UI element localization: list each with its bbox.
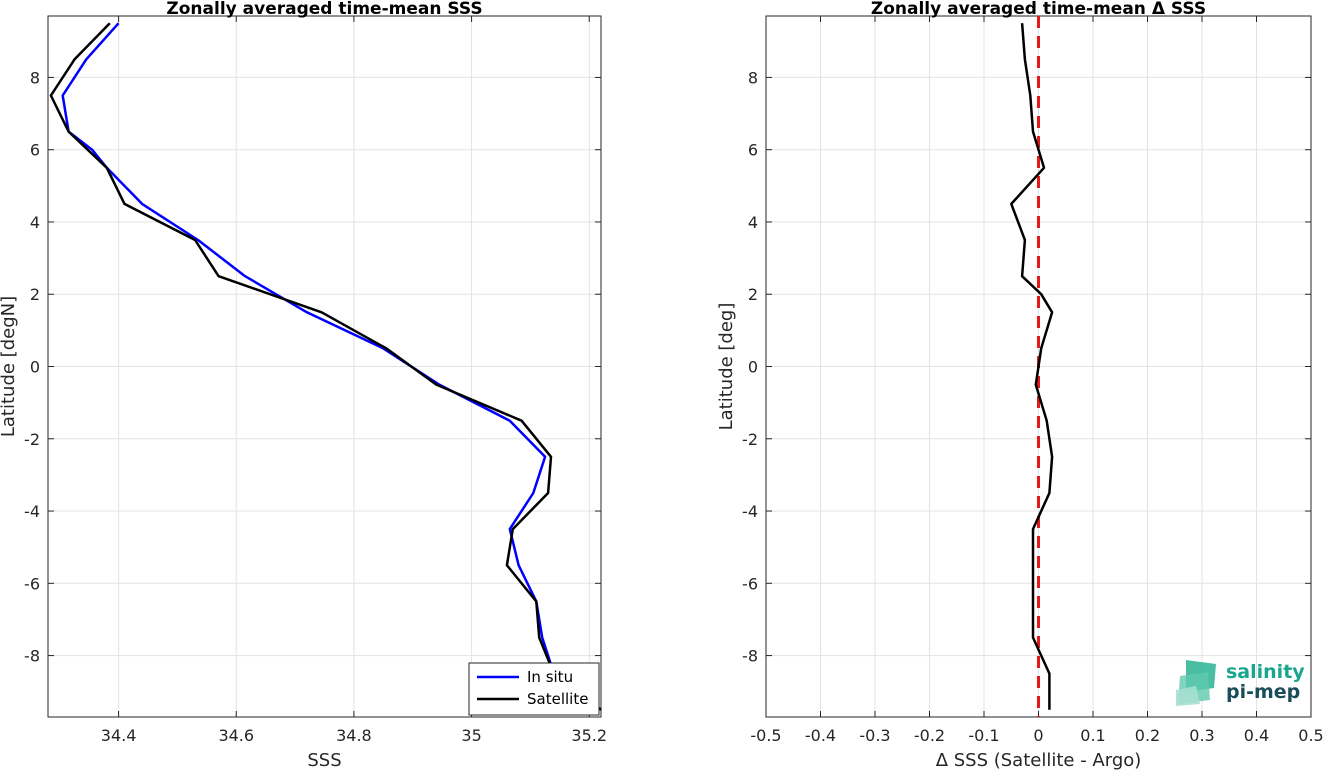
y-tick-label: -4 xyxy=(742,502,758,521)
salinity-pimep-logo: salinity pi-mep xyxy=(1176,660,1305,706)
y-tick-label: 8 xyxy=(748,68,758,87)
delta-sss-panel: -0.5 -0.4 -0.3 -0.2 -0.1 0 0.1 0.2 0.3 0.4 0.5 -8 -6… xyxy=(716,0,1324,770)
y-tick-label: -2 xyxy=(742,430,758,449)
y-tick-label: -8 xyxy=(24,647,40,666)
logo-text-salinity: salinity xyxy=(1226,661,1305,683)
x-tick-label: 0.2 xyxy=(1135,726,1160,745)
x-tick-label: 0.3 xyxy=(1189,726,1214,745)
y-tick-label: 2 xyxy=(30,285,40,304)
sss-profile-panel: 34.4 34.6 34.8 35 35.2 -8 -6 -4 -2 0 2 4 6 8 Zonally a… xyxy=(0,0,607,770)
logo-text-pimep: pi-mep xyxy=(1226,681,1300,703)
x-tick-label: -0.4 xyxy=(805,726,836,745)
legend-entry: Satellite xyxy=(527,690,588,708)
x-tick-label: 34.4 xyxy=(101,726,137,745)
y-tick-label: 6 xyxy=(30,141,40,160)
y-axis-label: Latitude [degN] xyxy=(0,296,19,437)
legend: In situ Satellite xyxy=(468,662,600,716)
x-tick-label: 35.2 xyxy=(571,726,607,745)
legend-box xyxy=(468,662,600,716)
y-tick-label: 4 xyxy=(30,213,40,232)
x-axis-label: SSS xyxy=(307,750,341,770)
legend-entry: In situ xyxy=(527,668,573,686)
x-tick-label: 34.6 xyxy=(218,726,254,745)
chart-title: Zonally averaged time-mean SSS xyxy=(166,0,482,19)
y-tick-label: -6 xyxy=(24,574,40,593)
x-axis-label: Δ SSS (Satellite - Argo) xyxy=(936,750,1142,770)
y-tick-label: 2 xyxy=(748,285,758,304)
x-tick-label: 0.1 xyxy=(1080,726,1105,745)
y-tick-label: -8 xyxy=(742,647,758,666)
series-line-delta-sss xyxy=(1010,23,1054,710)
series-line-satellite xyxy=(49,22,602,711)
x-tick-label: -0.2 xyxy=(914,726,945,745)
chart-title: Zonally averaged time-mean Δ SSS xyxy=(871,0,1206,19)
y-tick-label: -2 xyxy=(24,430,40,449)
x-tick-label: -0.3 xyxy=(859,726,890,745)
x-tick-label: 0 xyxy=(1033,726,1043,745)
y-tick-label: -6 xyxy=(742,574,758,593)
y-tick-label: 0 xyxy=(748,358,758,377)
y-tick-label: 6 xyxy=(748,141,758,160)
x-tick-label: -0.5 xyxy=(750,726,781,745)
y-tick-label: 4 xyxy=(748,213,758,232)
x-tick-label: -0.1 xyxy=(968,726,999,745)
x-tick-label: 35 xyxy=(461,726,481,745)
y-tick-label: 8 xyxy=(30,68,40,87)
x-tick-label: 34.8 xyxy=(336,726,372,745)
y-tick-label: -4 xyxy=(24,502,40,521)
y-axis-label: Latitude [deg] xyxy=(716,303,737,431)
x-tick-label: 0.5 xyxy=(1298,726,1323,745)
x-tick-label: 0.4 xyxy=(1244,726,1269,745)
y-tick-label: 0 xyxy=(30,358,40,377)
